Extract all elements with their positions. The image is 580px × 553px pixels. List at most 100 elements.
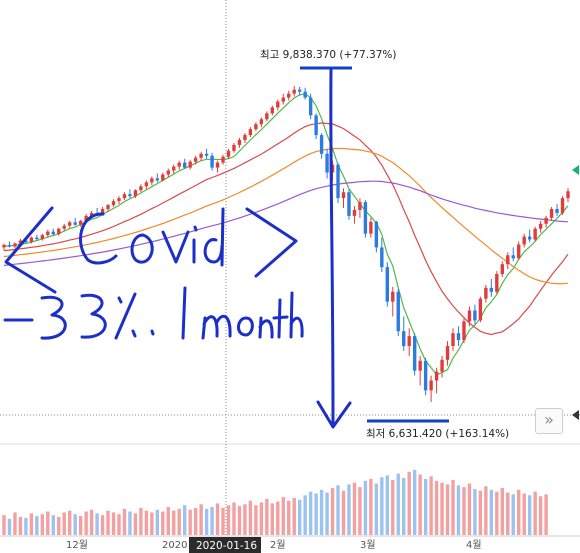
candle	[215, 160, 220, 173]
volume-bar	[391, 479, 395, 535]
candle-body	[451, 333, 455, 346]
moving-average-line-ma60	[3, 147, 569, 285]
candle-body	[297, 89, 302, 92]
volume-bar	[297, 499, 302, 535]
volume-bar	[445, 484, 450, 535]
candle	[374, 220, 379, 253]
candle	[451, 328, 455, 351]
candle-body	[166, 170, 170, 175]
candle	[380, 237, 384, 273]
volume-bar	[506, 492, 510, 535]
volume-bar	[380, 477, 384, 535]
candle	[538, 220, 543, 233]
candle-body	[549, 208, 554, 218]
candle	[347, 189, 351, 220]
handwritten-annotations	[3, 68, 352, 429]
candle	[407, 328, 411, 356]
candle	[177, 160, 181, 170]
candle-body	[24, 240, 28, 243]
candle-body	[369, 221, 373, 234]
current-price-marker	[572, 165, 579, 175]
volume-bar	[270, 503, 275, 535]
candle	[462, 318, 466, 344]
candle	[68, 220, 72, 228]
candle	[527, 229, 532, 243]
volume-bar	[303, 495, 307, 535]
candle	[254, 122, 258, 132]
candle-body	[177, 162, 181, 167]
candle-body	[78, 220, 83, 225]
candle	[133, 189, 138, 199]
moving-average-line-ma20	[3, 122, 569, 336]
candle-body	[385, 267, 389, 302]
candle-body	[544, 217, 548, 224]
candle	[484, 284, 488, 303]
volume-bar	[237, 506, 242, 535]
volume-bar	[374, 483, 379, 535]
candle-body	[106, 205, 110, 209]
candle	[270, 105, 275, 116]
volume-bar	[210, 507, 214, 535]
volume-bar	[78, 516, 83, 535]
volume-bar	[522, 493, 526, 535]
candle-body	[265, 113, 269, 120]
volume-bar	[292, 497, 296, 535]
candle-body	[243, 135, 247, 140]
candle	[412, 333, 417, 376]
candle-body	[155, 178, 160, 181]
volume-bar	[204, 508, 209, 535]
high-label: 최고 9,838.370 (+77.37%)	[260, 49, 396, 61]
candle	[495, 271, 499, 294]
candle	[506, 252, 510, 270]
candle-body	[434, 371, 439, 381]
candle-body	[287, 93, 291, 98]
scroll-right-button[interactable]: »	[535, 408, 563, 434]
candle	[363, 200, 368, 238]
volume-bar	[456, 485, 461, 535]
handwritten-c	[79, 212, 118, 265]
volume-bar	[13, 512, 17, 535]
candle-body	[237, 139, 242, 145]
candle-body	[423, 360, 428, 391]
volume-bar	[276, 501, 280, 535]
candle	[210, 152, 214, 171]
volume-bar	[188, 509, 192, 535]
handwritten-3b	[80, 293, 107, 339]
candle	[391, 286, 395, 317]
candle	[555, 204, 559, 216]
candle-body	[281, 97, 285, 102]
candle-body	[489, 287, 494, 292]
volume-bar	[462, 487, 466, 535]
candle-body	[560, 198, 565, 213]
candle	[445, 341, 450, 366]
volume-bar	[308, 491, 313, 535]
volume-bar	[144, 510, 149, 535]
volume-bar	[500, 488, 504, 535]
candle	[111, 199, 116, 208]
volume-bar	[319, 489, 324, 535]
volume-bar	[511, 494, 515, 535]
candle	[204, 148, 209, 159]
candle-body	[122, 194, 127, 199]
candle	[549, 207, 554, 221]
volume-bar	[407, 471, 411, 535]
candle	[122, 192, 127, 201]
volume-bar	[467, 483, 472, 535]
candle	[248, 127, 253, 138]
volume-bar	[161, 511, 165, 535]
candle-body	[150, 178, 154, 183]
volume-bar	[451, 479, 455, 535]
candle-body	[391, 291, 395, 302]
candle-body	[418, 360, 422, 371]
candle	[117, 196, 121, 205]
volume-bar	[281, 497, 285, 535]
volume-bar	[412, 470, 417, 535]
volume-bar	[243, 504, 247, 535]
candle-body	[484, 287, 488, 299]
candle-body	[462, 321, 466, 341]
candle	[511, 247, 515, 262]
volume-bar	[336, 485, 340, 535]
candle-body	[303, 91, 307, 98]
candle	[434, 367, 439, 394]
candle	[456, 326, 461, 346]
